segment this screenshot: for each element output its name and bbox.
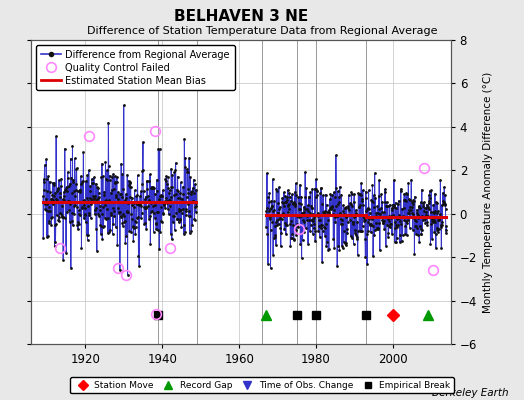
Text: Berkeley Earth: Berkeley Earth bbox=[432, 388, 508, 398]
Legend: Station Move, Record Gap, Time of Obs. Change, Empirical Break: Station Move, Record Gap, Time of Obs. C… bbox=[70, 377, 454, 394]
Legend: Difference from Regional Average, Quality Control Failed, Estimated Station Mean: Difference from Regional Average, Qualit… bbox=[36, 45, 235, 90]
Text: Difference of Station Temperature Data from Regional Average: Difference of Station Temperature Data f… bbox=[87, 26, 437, 36]
Title: BELHAVEN 3 NE: BELHAVEN 3 NE bbox=[174, 8, 308, 24]
Y-axis label: Monthly Temperature Anomaly Difference (°C): Monthly Temperature Anomaly Difference (… bbox=[483, 71, 493, 313]
